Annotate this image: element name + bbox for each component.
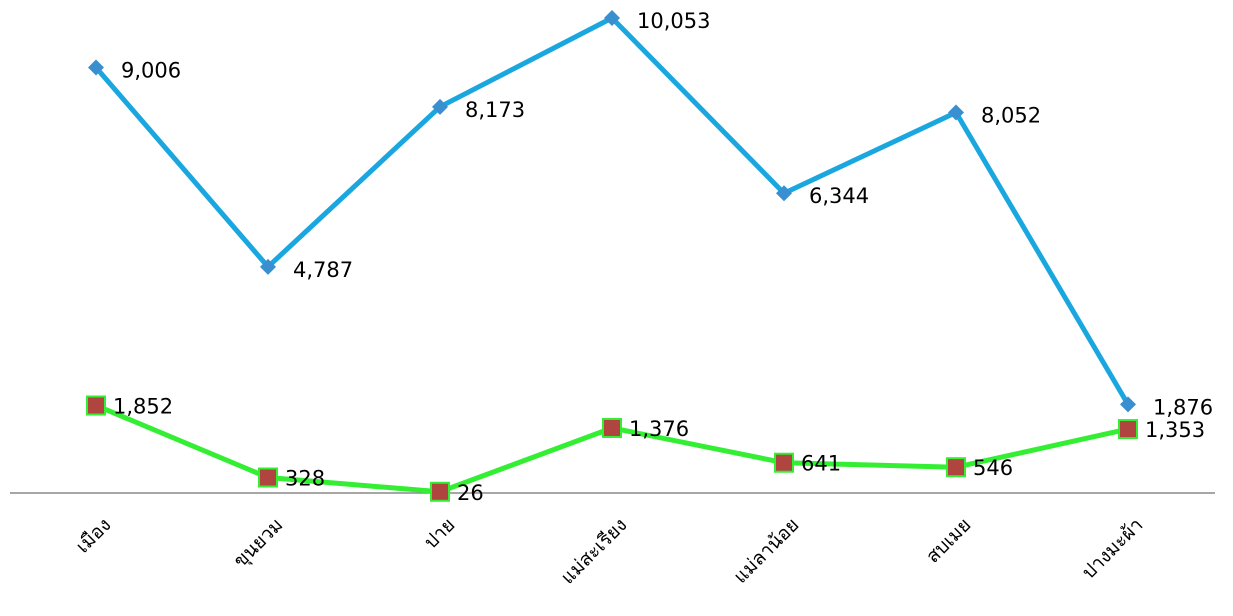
x-tick-label: ปางมะผ้า: [1078, 514, 1148, 584]
x-tick-label: สบเมย: [922, 514, 976, 568]
data-label: 8,173: [465, 98, 525, 122]
marker: [430, 481, 450, 502]
marker: [260, 258, 276, 275]
data-label: 1,876: [1153, 395, 1213, 419]
data-label: 6,344: [809, 184, 869, 208]
marker: [1120, 396, 1136, 413]
series-line: [94, 15, 1131, 406]
marker: [1118, 419, 1138, 440]
data-label: 26: [457, 481, 484, 505]
x-tick-label: ขุนยวม: [229, 514, 288, 573]
marker: [432, 98, 448, 115]
marker: [258, 467, 278, 488]
marker: [776, 185, 792, 202]
marker: [88, 59, 104, 76]
data-label: 1,353: [1145, 418, 1205, 442]
marker: [602, 417, 622, 438]
x-tick-label: แม่ลาน้อย: [729, 514, 803, 588]
x-tick-label: เมือง: [72, 514, 116, 558]
marker: [86, 395, 106, 416]
data-label: 641: [801, 452, 841, 476]
data-label: 10,053: [637, 9, 710, 33]
x-tick-label: แม่สะเรียง: [557, 514, 632, 589]
data-label: 328: [285, 467, 325, 491]
data-label: 8,052: [981, 104, 1041, 128]
marker: [604, 9, 620, 26]
data-label: 1,852: [113, 394, 173, 418]
marker: [946, 457, 966, 478]
data-label: 1,376: [629, 417, 689, 441]
data-label: 9,006: [121, 58, 181, 82]
marker: [948, 104, 964, 121]
x-tick-label: ปาย: [420, 514, 460, 554]
data-label: 4,787: [293, 258, 353, 282]
marker: [774, 452, 794, 473]
data-label: 546: [973, 456, 1013, 480]
